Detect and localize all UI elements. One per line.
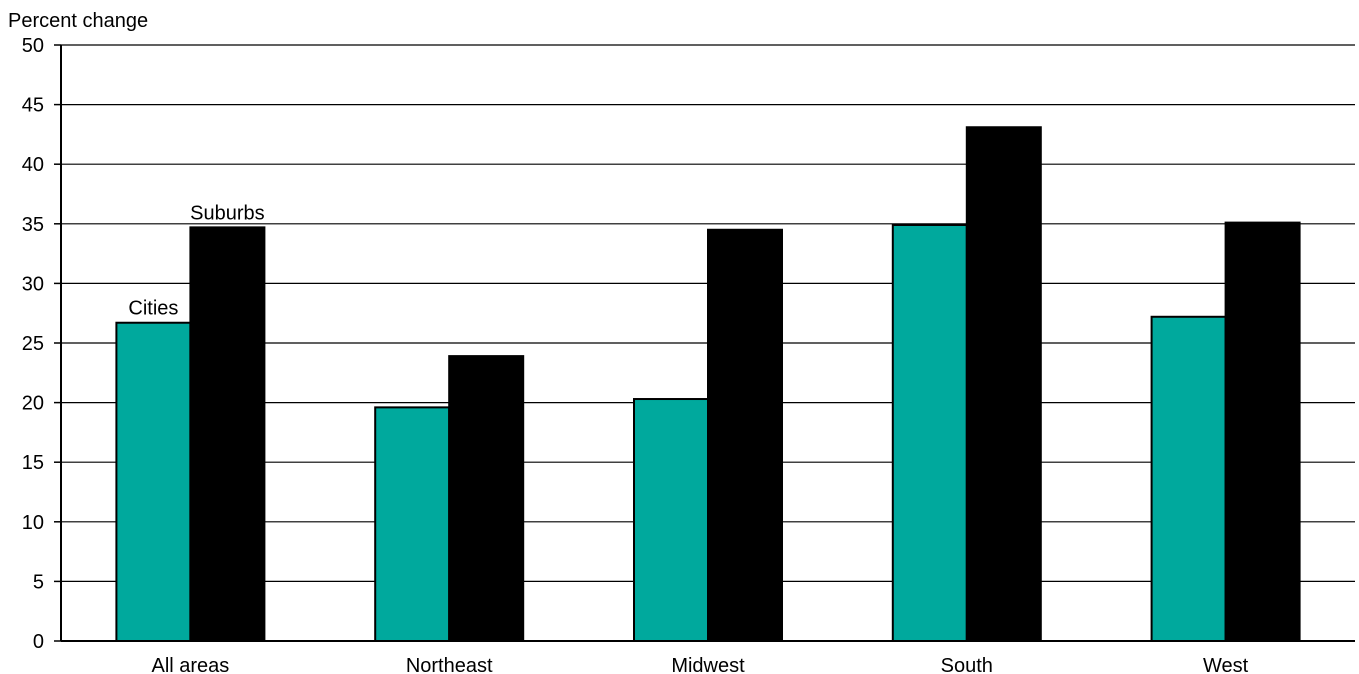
- bar-cities-all-areas: [115, 321, 192, 642]
- x-tick-label: Northeast: [406, 655, 493, 674]
- y-tick-label: 5: [33, 571, 44, 593]
- x-tick-label: Midwest: [671, 655, 745, 674]
- bar-suburbs-all-areas: [189, 226, 266, 642]
- bar-suburbs-south: [965, 126, 1042, 643]
- y-tick-label: 35: [22, 214, 44, 236]
- y-axis-label: Percent change: [8, 10, 148, 32]
- y-tick-label: 30: [22, 273, 44, 295]
- axes: [54, 44, 1355, 642]
- bar-cities-midwest: [633, 398, 709, 642]
- y-tick-label: 20: [22, 393, 44, 415]
- bar-cities-south: [891, 223, 968, 642]
- y-tick-label: 45: [22, 95, 44, 117]
- y-tick-label: 10: [22, 512, 44, 534]
- bars: [115, 126, 1301, 643]
- x-tick-label: All areas: [151, 655, 229, 674]
- bar-suburbs-west: [1224, 221, 1301, 642]
- x-tick-label: South: [941, 655, 993, 674]
- y-tick-label: 15: [22, 452, 44, 474]
- bar-suburbs-northeast: [448, 355, 525, 642]
- x-tick-labels: All areas Northeast Midwest South West: [151, 655, 1248, 674]
- series-label-cities: Cities: [128, 298, 178, 320]
- y-tick-labels: 0 5 10 15 20 25 30 35 40 45 50: [22, 35, 44, 653]
- series-label-suburbs: Suburbs: [190, 202, 265, 224]
- y-tick-label: 0: [33, 631, 44, 653]
- y-tick-label: 25: [22, 333, 44, 355]
- bar-suburbs-midwest: [707, 228, 783, 642]
- y-tick-label: 50: [22, 35, 44, 57]
- bar-cities-west: [1150, 315, 1227, 642]
- x-tick-label: West: [1203, 655, 1249, 674]
- bar-cities-northeast: [374, 406, 451, 643]
- annotations: Cities Suburbs: [128, 202, 264, 319]
- y-tick-label: 40: [22, 154, 44, 176]
